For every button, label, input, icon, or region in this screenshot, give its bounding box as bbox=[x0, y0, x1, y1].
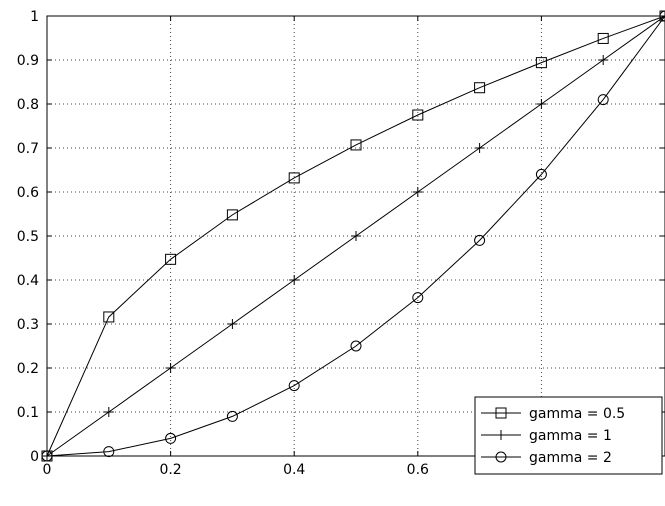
plus-marker bbox=[165, 363, 176, 373]
circle-marker bbox=[350, 340, 362, 352]
x-tick-label: 0.4 bbox=[283, 462, 305, 478]
plus-marker bbox=[351, 231, 361, 241]
plus-marker bbox=[289, 275, 300, 285]
x-tick-label: 0.2 bbox=[159, 462, 181, 478]
plus-marker bbox=[103, 407, 114, 417]
legend-entry: gamma = 1 bbox=[481, 428, 612, 444]
x-tick-label: 0.6 bbox=[407, 462, 429, 478]
square-marker bbox=[350, 139, 362, 151]
square-marker bbox=[597, 32, 609, 44]
legend: gamma = 0.5 gamma = 1 gamma = 2 bbox=[474, 396, 663, 475]
square-marker bbox=[474, 82, 486, 94]
plot-frame bbox=[46, 15, 665, 457]
legend-label: gamma = 1 bbox=[529, 428, 612, 444]
circle-marker bbox=[412, 292, 424, 304]
circle-marker bbox=[495, 451, 507, 463]
y-tick-label: 0.3 bbox=[17, 317, 39, 333]
square-marker bbox=[103, 311, 115, 323]
y-tick-label: 0.4 bbox=[17, 273, 39, 289]
x-tick-label: 0 bbox=[43, 462, 52, 478]
circle-marker bbox=[226, 410, 238, 422]
circle-marker bbox=[474, 234, 486, 246]
square-marker bbox=[412, 109, 424, 121]
square-marker bbox=[535, 57, 547, 69]
plus-marker bbox=[496, 430, 506, 440]
square-marker bbox=[288, 172, 300, 184]
legend-entry: gamma = 0.5 bbox=[481, 406, 625, 422]
plus-marker bbox=[598, 55, 609, 65]
y-tick-label: 0.1 bbox=[17, 405, 39, 421]
y-tick-label: 0 bbox=[30, 449, 39, 465]
circle-marker bbox=[103, 446, 115, 458]
y-tick-label: 1 bbox=[30, 9, 39, 25]
circle-marker bbox=[165, 432, 177, 444]
tick-labels: 00.20.40.60.800.10.20.30.40.50.60.70.80.… bbox=[17, 9, 553, 478]
circle-marker bbox=[535, 168, 547, 180]
square-marker bbox=[495, 407, 507, 419]
series-group bbox=[41, 10, 665, 462]
y-tick-label: 0.7 bbox=[17, 141, 39, 157]
y-tick-label: 0.8 bbox=[17, 97, 39, 113]
legend-entry: gamma = 2 bbox=[481, 450, 612, 466]
legend-label: gamma = 2 bbox=[529, 450, 612, 466]
series-line bbox=[46, 15, 665, 457]
circle-marker bbox=[597, 94, 609, 106]
plus-marker bbox=[227, 319, 238, 329]
square-marker bbox=[165, 253, 177, 265]
legend-label: gamma = 0.5 bbox=[529, 406, 625, 422]
y-tick-label: 0.6 bbox=[17, 185, 39, 201]
series-line bbox=[46, 15, 665, 457]
plus-marker bbox=[536, 99, 547, 109]
y-tick-label: 0.5 bbox=[17, 229, 39, 245]
circle-marker bbox=[288, 380, 300, 392]
square-marker bbox=[226, 209, 238, 221]
plus-marker bbox=[412, 187, 423, 197]
plus-marker bbox=[474, 143, 485, 153]
y-tick-label: 0.9 bbox=[17, 53, 39, 69]
y-tick-label: 0.2 bbox=[17, 361, 39, 377]
